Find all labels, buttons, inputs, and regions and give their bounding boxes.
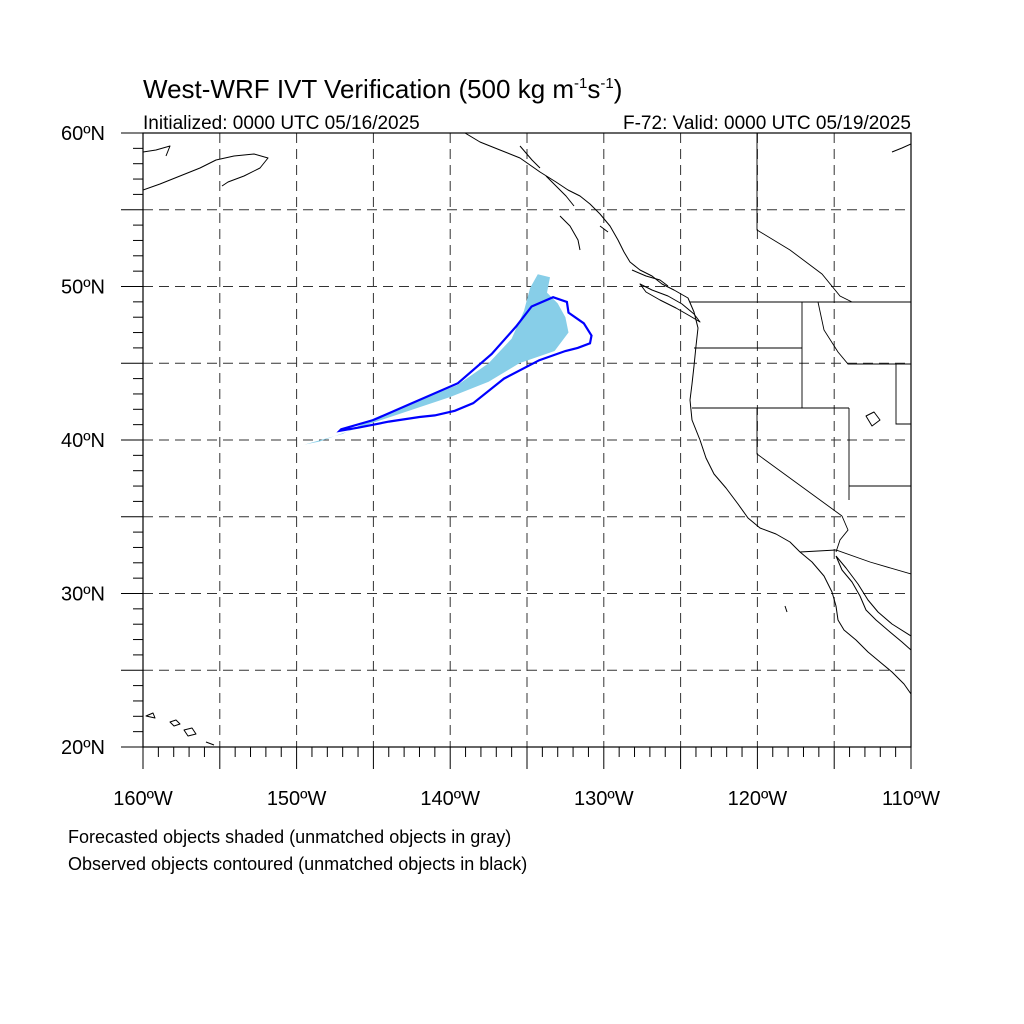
lon-tick-label: 160ºW bbox=[113, 788, 173, 810]
border-wy bbox=[895, 364, 911, 425]
title-close: ) bbox=[614, 74, 623, 104]
coastlines bbox=[143, 133, 911, 746]
title-exponent-2: -1 bbox=[600, 75, 613, 92]
lon-tick-label: 130ºW bbox=[574, 788, 634, 810]
coastline-great-salt-lake bbox=[865, 411, 881, 427]
coastline-north-america bbox=[464, 133, 911, 695]
coastline-guadalupe-island bbox=[784, 605, 788, 613]
forecast-object-shaded bbox=[304, 274, 569, 445]
lat-tick-label: 20ºN bbox=[61, 737, 105, 759]
border-alaska-canada bbox=[756, 133, 853, 303]
coastline-alaska-islands bbox=[519, 145, 669, 287]
lat-tick-label: 30ºN bbox=[61, 584, 105, 606]
coastline-vancouver-island bbox=[639, 283, 701, 323]
title-main: West-WRF IVT Verification (500 kg m bbox=[143, 74, 574, 104]
lat-tick-label: 50ºN bbox=[61, 277, 105, 299]
lat-tick-label: 60ºN bbox=[61, 123, 105, 145]
chart-title: West-WRF IVT Verification (500 kg m-1s-1… bbox=[143, 74, 622, 104]
border-az-ca bbox=[835, 515, 849, 553]
coastline-hawaii bbox=[145, 712, 215, 746]
lon-tick-label: 110ºW bbox=[882, 788, 940, 810]
initialized-label: Initialized: 0000 UTC 05/16/2025 bbox=[143, 113, 420, 134]
longitude-labels: 160ºW 150ºW 140ºW 130ºW 120ºW 110ºW bbox=[113, 788, 940, 810]
footer-forecast-note: Forecasted objects shaded (unmatched obj… bbox=[68, 827, 511, 847]
border-us-mexico bbox=[799, 549, 911, 575]
lon-tick-label: 150ºW bbox=[267, 788, 327, 810]
observed-object-contour bbox=[336, 296, 593, 433]
border-ca-nv bbox=[756, 408, 843, 517]
title-mid: s bbox=[587, 74, 600, 104]
verification-objects bbox=[304, 274, 593, 445]
coastline-baja bbox=[835, 555, 911, 651]
graticule bbox=[143, 133, 911, 747]
footer-observed-note: Observed objects contoured (unmatched ob… bbox=[68, 854, 527, 874]
axis-ticks bbox=[121, 132, 912, 769]
title-exponent-1: -1 bbox=[574, 75, 587, 92]
lon-tick-label: 120ºW bbox=[728, 788, 788, 810]
lon-tick-label: 140ºW bbox=[420, 788, 480, 810]
border-id-mt bbox=[817, 301, 911, 365]
coastline-alaska-southwest bbox=[143, 145, 269, 191]
valid-label: F-72: Valid: 0000 UTC 05/19/2025 bbox=[623, 113, 911, 134]
political-borders bbox=[690, 133, 911, 575]
latitude-labels: 60ºN 50ºN 40ºN 30ºN 20ºN bbox=[61, 123, 105, 759]
coastline-northeast bbox=[891, 143, 911, 153]
map-area bbox=[143, 133, 911, 747]
lat-tick-label: 40ºN bbox=[61, 430, 105, 452]
